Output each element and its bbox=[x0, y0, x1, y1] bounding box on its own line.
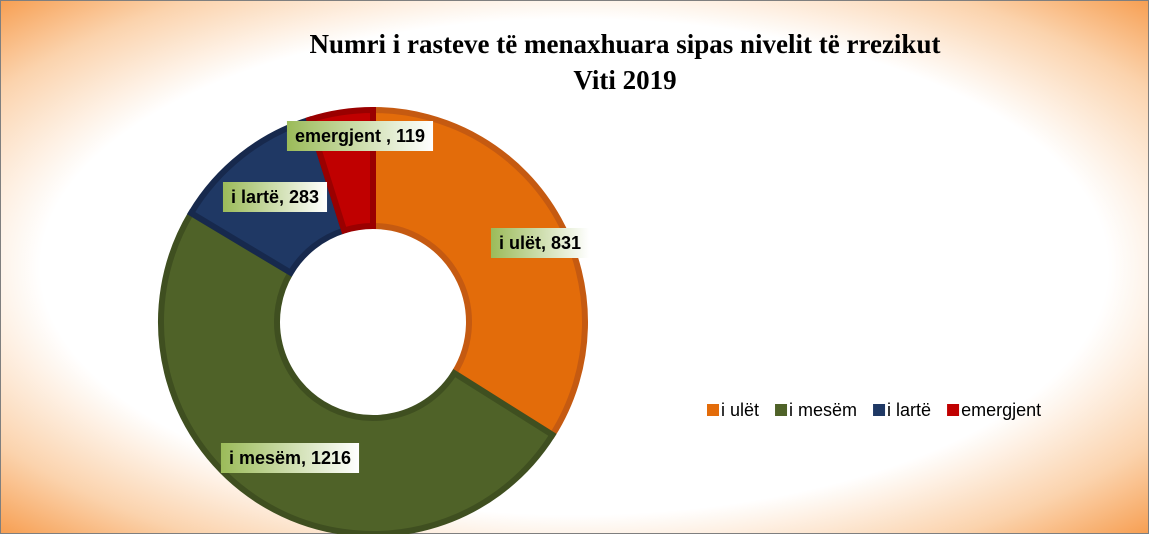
data-label-text: i ulët, 831 bbox=[499, 233, 581, 253]
legend-label: i lartë bbox=[887, 400, 931, 420]
legend-label: i ulët bbox=[721, 400, 759, 420]
data-label: emergjent , 119 bbox=[286, 121, 434, 151]
donut-segment bbox=[370, 106, 588, 439]
chart-subtitle: Viti 2019 bbox=[573, 65, 676, 95]
legend-label: i mesëm bbox=[789, 400, 857, 420]
data-label: i ulët, 831 bbox=[490, 228, 590, 258]
legend-swatch bbox=[873, 404, 886, 416]
data-label-box bbox=[220, 443, 360, 473]
data-label-text: i lartë, 283 bbox=[231, 187, 319, 207]
data-label-text: emergjent , 119 bbox=[295, 126, 425, 146]
legend-swatch bbox=[775, 404, 788, 416]
data-label-text: i mesëm, 1216 bbox=[229, 448, 351, 468]
legend-swatch bbox=[947, 404, 960, 416]
data-label-box bbox=[286, 121, 434, 151]
legend-swatch bbox=[707, 404, 719, 416]
data-label: i lartë, 283 bbox=[222, 182, 328, 212]
data-label-box bbox=[490, 228, 590, 258]
chart-title: Numri i rasteve të menaxhuara sipas nive… bbox=[310, 29, 941, 59]
legend-label: emergjent bbox=[961, 400, 1041, 420]
data-label-box bbox=[222, 182, 328, 212]
data-label: i mesëm, 1216 bbox=[220, 443, 360, 473]
